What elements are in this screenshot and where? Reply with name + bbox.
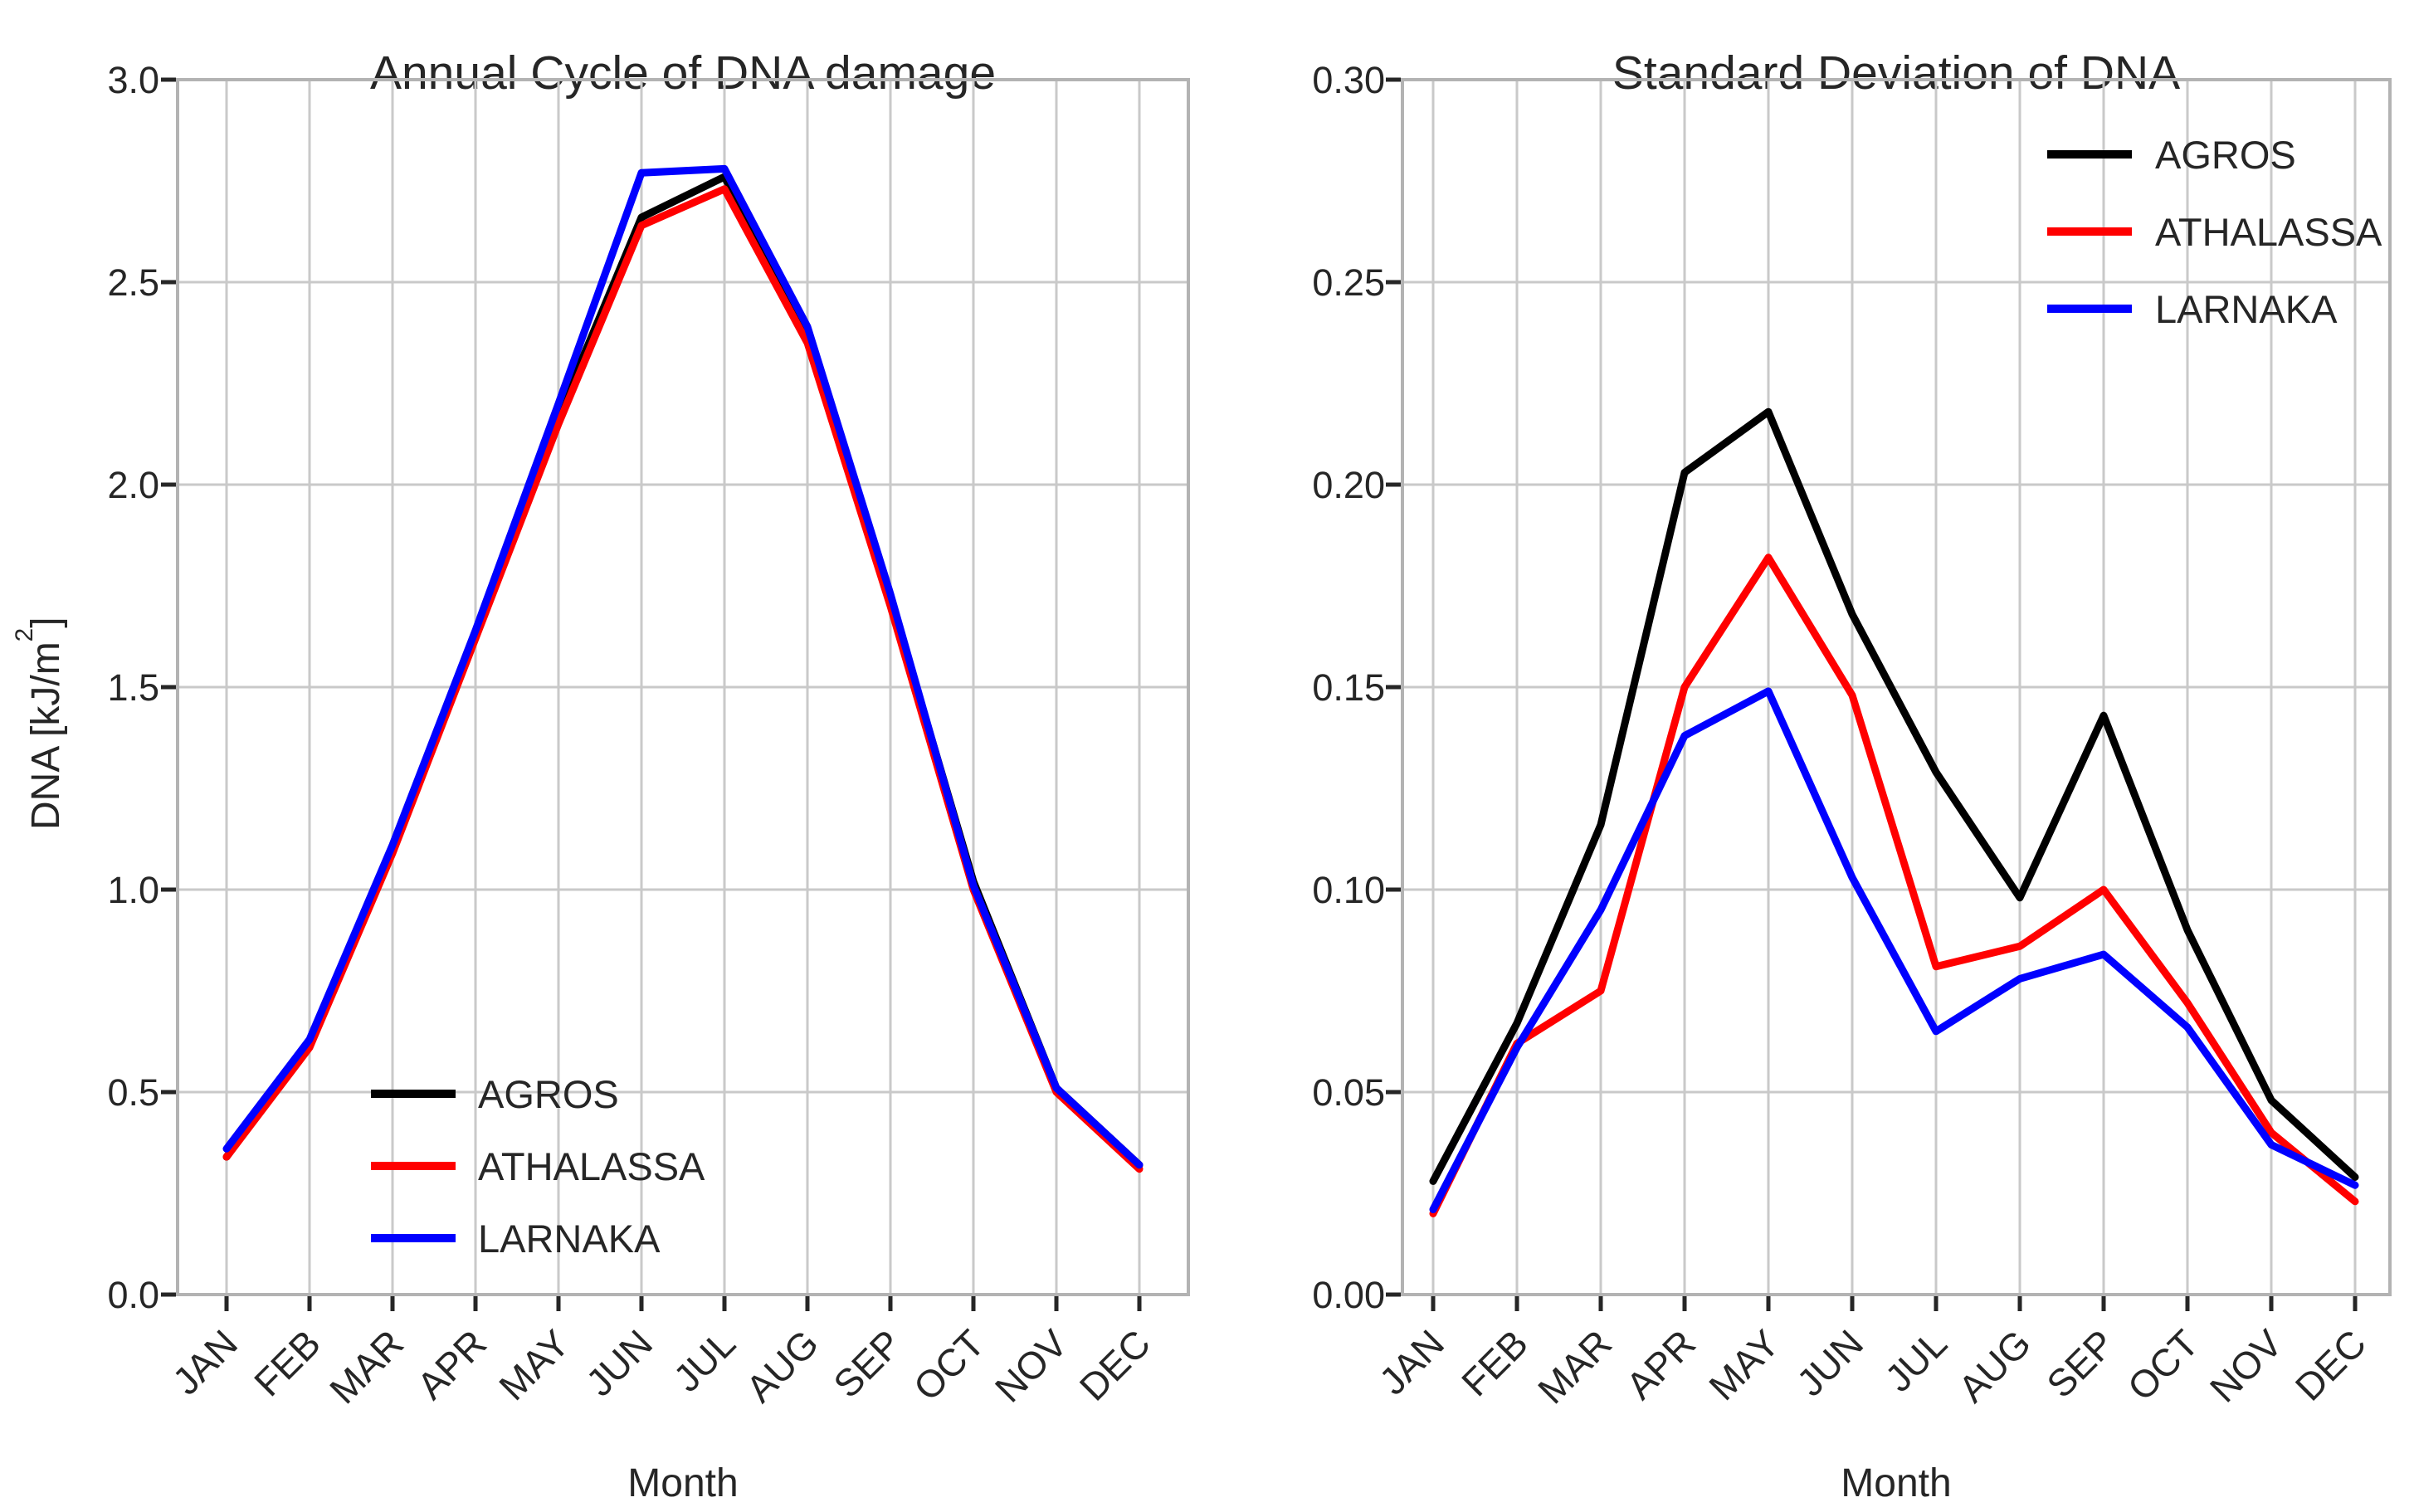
y-tick-label: 0.10 (1312, 869, 1385, 911)
x-tick-label: JUN (1788, 1321, 1871, 1404)
y-tick-label: 0.15 (1312, 666, 1385, 709)
y-tick-label: 0.5 (107, 1071, 159, 1114)
y-tick-label: 1.5 (107, 666, 159, 709)
series-line-larnaka (222, 164, 1144, 1169)
series-line-athalassa (1429, 554, 2359, 1217)
y-tick-label: 0.0 (107, 1274, 159, 1316)
x-axis-label: Month (1841, 1461, 1952, 1505)
x-tick-label: OCT (2119, 1321, 2207, 1408)
x-tick-label: MAY (1700, 1321, 1787, 1408)
y-tick-label: 0.00 (1312, 1274, 1385, 1316)
y-tick-label: 1.0 (107, 869, 159, 911)
x-tick-label: JUL (1876, 1321, 1955, 1400)
x-tick-label: AUG (1950, 1321, 2039, 1410)
x-axis-label: Month (627, 1461, 739, 1505)
series-line-larnaka (1429, 687, 2359, 1213)
y-tick-label: 3.0 (107, 59, 159, 101)
axes-frame (176, 78, 1190, 1296)
x-tick-label: AUG (738, 1321, 827, 1410)
x-tick-label: OCT (905, 1321, 992, 1408)
x-tick-label: SEP (825, 1321, 910, 1406)
y-tick-label: 0.05 (1312, 1071, 1385, 1114)
y-tick-label: 0.30 (1312, 59, 1385, 101)
x-tick-label: JAN (1371, 1321, 1452, 1402)
x-tick-label: JAN (164, 1321, 246, 1402)
standard-deviation-chart: Standard Deviation of DNA 0.00 0.05 0.10 0.… (1207, 0, 2414, 1512)
y-tick-label: 2.5 (107, 261, 159, 304)
y-tick-label: 0.25 (1312, 261, 1385, 304)
x-tick-label: FEB (246, 1321, 329, 1404)
y-tick-label: 2.0 (107, 464, 159, 506)
chart-title: Standard Deviation of DNA (1612, 46, 2181, 100)
x-tick-label: MAR (321, 1321, 412, 1412)
legend-label-larnaka: LARNAKA (478, 1217, 661, 1261)
series-line-agros (1429, 407, 2359, 1185)
x-tick-label: JUN (578, 1321, 661, 1404)
plot-area-right: 0.00 0.05 0.10 0.15 0.20 0.25 0.30 JAN FEBMARAPR… (1312, 59, 2392, 1412)
legend-label-athalassa: ATHALASSA (2155, 210, 2382, 254)
x-tick-label: SEP (2038, 1321, 2123, 1406)
x-tick-label: FEB (1453, 1321, 1536, 1404)
legend-label-larnaka: LARNAKA (2155, 287, 2338, 331)
x-tick-label: JUL (665, 1321, 744, 1400)
series-line-athalassa (222, 185, 1144, 1173)
x-tick-label: APR (1617, 1321, 1704, 1407)
legend-label-agros: AGROS (2155, 133, 2296, 177)
y-tick-label: 0.20 (1312, 464, 1385, 506)
x-tick-label: NOV (2202, 1321, 2290, 1410)
axes-frame (1401, 78, 2392, 1296)
x-tick-label: APR (408, 1321, 495, 1407)
x-tick-label: MAY (490, 1321, 578, 1408)
annual-cycle-chart: Annual Cycle of DNA damage DNA [kJ/m2] 0… (11, 46, 1190, 1505)
series-line-agros (222, 173, 1144, 1169)
x-tick-label: DEC (1071, 1321, 1158, 1408)
legend-label-athalassa: ATHALASSA (478, 1144, 705, 1188)
legend-label-agros: AGROS (478, 1072, 619, 1116)
x-tick-label: MAR (1529, 1321, 1620, 1412)
x-tick-label: NOV (987, 1321, 1075, 1410)
x-tick-label: DEC (2287, 1321, 2374, 1408)
